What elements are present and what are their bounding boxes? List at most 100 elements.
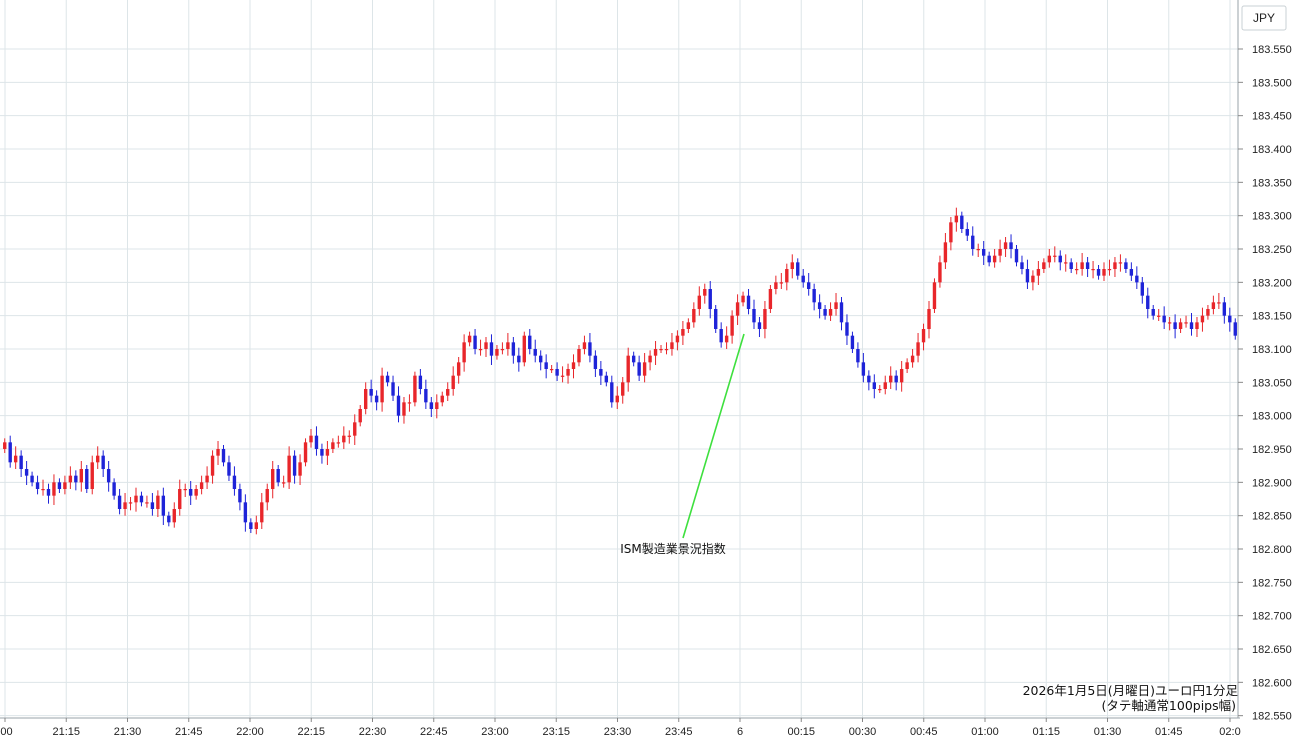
candle [342,426,346,449]
candle [708,281,712,319]
candle-body [85,469,89,489]
candle-body [489,342,494,356]
candle-body [960,215,964,229]
chart-title-line2: (タテ軸通常100pips幅) [1102,698,1236,713]
candle [1146,287,1150,319]
candle [134,487,138,512]
candle [418,369,423,395]
candle-body [626,355,630,383]
candle [309,429,313,448]
candle [637,355,641,381]
candle-body [883,382,887,389]
candle [692,302,696,328]
candle [681,321,685,345]
candle-body [188,489,193,496]
candle-body [560,375,565,377]
candle [599,361,603,385]
candle [292,450,297,484]
candle [156,490,160,517]
candle [74,470,78,491]
candle-body [1091,269,1095,271]
candle-body [861,362,866,376]
candle-body [413,375,417,403]
x-tick-label: 02:0 [1219,726,1240,738]
candle [823,305,827,320]
x-tick-label: 00:45 [910,726,938,738]
candle-body [615,395,619,403]
candle-body [123,502,127,509]
candle-body [631,355,636,363]
x-tick-label: 01:45 [1155,726,1183,738]
candle [675,330,680,351]
x-tick-label: 21:45 [175,726,203,738]
candle [19,450,23,477]
candle [1102,262,1106,281]
candle [446,382,450,401]
candle [52,474,56,505]
candle-body [1009,242,1013,249]
candle-body [571,362,576,369]
candle [429,397,434,417]
candle [161,487,166,525]
candle-body [992,255,997,263]
candle [828,302,833,321]
candles [3,207,1237,535]
candle [194,485,198,500]
candle-body [1102,269,1106,276]
candle-body [823,309,827,316]
candle-body [396,395,401,416]
candle [188,481,193,505]
candle-body [374,395,379,403]
x-tick-label: 23:15 [542,726,570,738]
candle [1064,254,1068,272]
candle [806,273,811,296]
y-tick-label: 183.550 [1252,44,1292,56]
candle [872,374,877,399]
candle-body [686,322,691,329]
candle [106,461,111,492]
candle-body [768,289,773,309]
candle-body [774,282,778,289]
candle [1184,315,1188,328]
candle-body [796,262,800,276]
candle [281,475,286,488]
y-tick-label: 183.250 [1252,244,1292,256]
candle [287,446,291,489]
y-tick-label: 183.100 [1252,344,1292,356]
candle-body [221,449,226,463]
candle-body [998,249,1002,256]
candle-body [549,369,554,371]
candle [199,475,204,495]
candle-body [292,455,297,476]
x-tick-label: 22:15 [297,726,325,738]
candle [1167,317,1172,331]
candle [30,471,34,487]
candle [24,461,29,485]
candle-body [664,349,669,351]
candle-body [281,482,286,484]
candle [850,331,855,353]
candle [610,375,614,408]
candle-body [834,302,838,309]
candle-body [260,502,264,523]
candle-body [867,375,871,383]
candle-body [981,249,986,256]
candle [320,443,324,464]
candle [856,342,860,368]
candle [1173,314,1177,339]
candle [358,405,362,427]
candle-body [380,375,384,403]
candle [473,329,477,355]
candle-body [714,309,718,329]
candle [407,394,412,412]
candle-body [790,262,794,269]
candle-body [670,342,674,349]
candle [369,379,373,403]
candle-body [1217,302,1221,304]
annotation-label: ISM製造業景況指数 [620,541,726,556]
candle-body [1053,255,1057,257]
candle [139,491,144,507]
price-axis: 183.550 183.500 183.450 183.400 183.350 183.3… [1238,44,1292,723]
candle [1217,293,1221,309]
time-axis: :00 21:15 21:30 21:45 22:00 22:15 22:30 22:45 23… [0,718,1241,738]
